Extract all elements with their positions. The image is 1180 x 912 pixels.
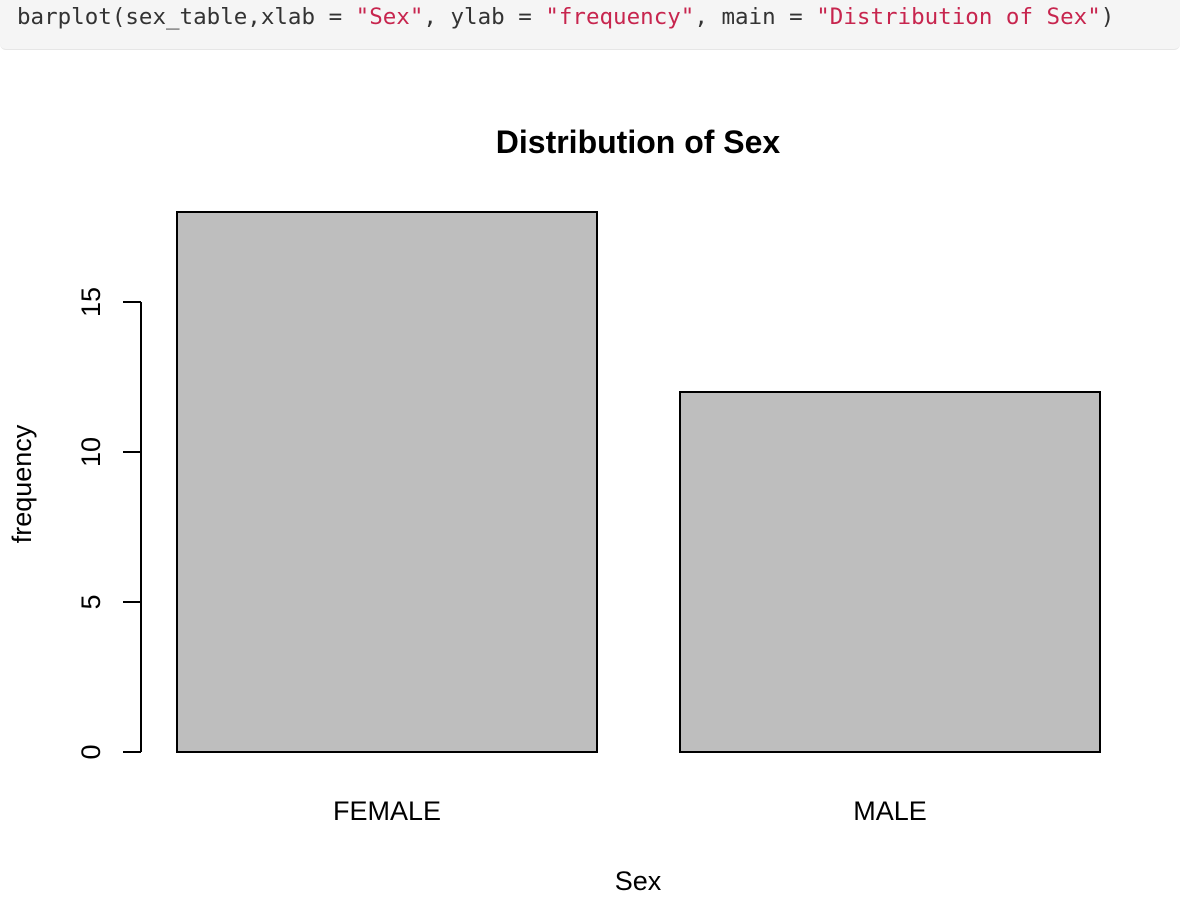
y-tick-label-15: 15 <box>76 287 106 317</box>
code-comma-3: , <box>694 4 722 30</box>
bar-male <box>679 391 1101 753</box>
code-eq-3: = <box>775 4 817 30</box>
code-xlab-value: "Sex" <box>355 4 424 30</box>
code-arg-main: main <box>721 4 776 30</box>
code-comma-1: , <box>247 4 261 30</box>
code-function: barplot <box>17 4 112 30</box>
code-arg-data: sex_table <box>125 4 248 30</box>
bar-female <box>176 211 598 753</box>
y-axis: 0 5 10 15 <box>76 287 142 760</box>
x-tick-label-male: MALE <box>853 796 927 826</box>
y-tick-label-10: 10 <box>76 437 106 467</box>
code-arg-xlab: xlab <box>260 4 316 30</box>
y-tick-label-0: 0 <box>76 744 106 759</box>
chart-title: Distribution of Sex <box>496 124 781 160</box>
x-axis-title: Sex <box>615 866 662 896</box>
x-tick-label-female: FEMALE <box>333 796 441 826</box>
x-axis-labels: FEMALE MALE <box>333 796 927 826</box>
code-eq-1: = <box>315 4 356 30</box>
bars-group <box>176 211 1101 753</box>
code-cell[interactable]: barplot(sex_table,xlab = "Sex", ylab = "… <box>0 0 1180 50</box>
code-arg-ylab: ylab <box>450 4 505 30</box>
code-comma-2: , <box>423 4 451 30</box>
code-eq-2: = <box>504 4 546 30</box>
y-tick-label-5: 5 <box>76 594 106 609</box>
code-line: barplot(sex_table,xlab = "Sex", ylab = "… <box>17 3 1114 31</box>
code-open-paren: ( <box>111 4 126 30</box>
code-close-paren: ) <box>1100 4 1115 30</box>
code-main-value: "Distribution of Sex" <box>816 4 1101 30</box>
y-axis-title: frequency <box>7 424 37 543</box>
code-ylab-value: "frequency" <box>545 4 695 30</box>
